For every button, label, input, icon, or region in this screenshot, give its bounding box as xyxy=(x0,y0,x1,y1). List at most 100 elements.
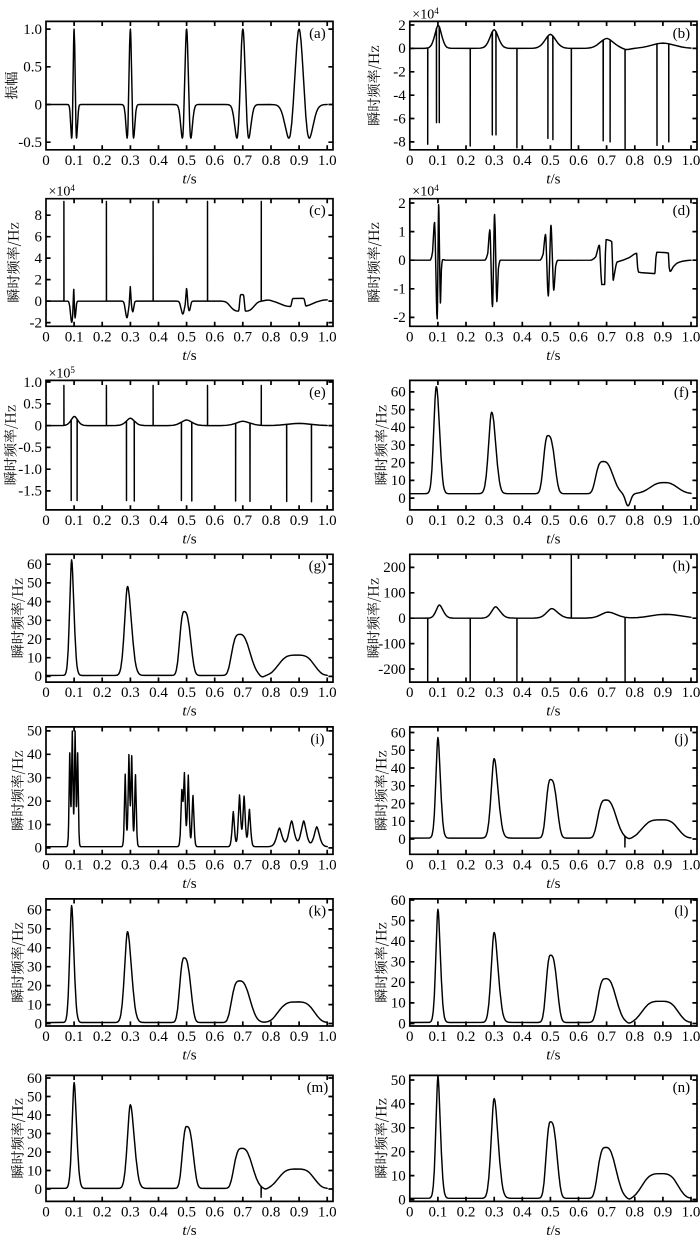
svg-text:0.9: 0.9 xyxy=(654,857,673,873)
svg-text:0.6: 0.6 xyxy=(205,857,224,873)
svg-text:0: 0 xyxy=(406,1204,414,1220)
svg-text:0: 0 xyxy=(35,1182,43,1198)
svg-text:0.7: 0.7 xyxy=(233,1204,252,1220)
svg-text:50: 50 xyxy=(391,1073,406,1089)
svg-text:0.5: 0.5 xyxy=(23,60,42,76)
svg-text:-2: -2 xyxy=(393,65,406,81)
svg-text:0.4: 0.4 xyxy=(513,1029,532,1045)
svg-text:0.9: 0.9 xyxy=(290,153,309,169)
svg-text:0: 0 xyxy=(398,41,406,57)
svg-text:30: 30 xyxy=(391,779,406,795)
svg-text:0.6: 0.6 xyxy=(569,153,588,169)
svg-text:t/s: t/s xyxy=(182,1048,196,1064)
svg-text:0.4: 0.4 xyxy=(149,513,168,529)
svg-text:0.8: 0.8 xyxy=(262,153,281,169)
svg-text:0.7: 0.7 xyxy=(233,685,252,701)
svg-text:0.8: 0.8 xyxy=(262,1029,281,1045)
svg-text:1.0: 1.0 xyxy=(682,329,700,345)
svg-text:0.5: 0.5 xyxy=(541,857,560,873)
svg-text:0: 0 xyxy=(35,1016,43,1032)
svg-text:0.5: 0.5 xyxy=(177,1204,196,1220)
svg-text:0.7: 0.7 xyxy=(597,153,616,169)
svg-text:0.1: 0.1 xyxy=(429,1204,448,1220)
svg-text:0.7: 0.7 xyxy=(597,1029,616,1045)
svg-text:0.7: 0.7 xyxy=(597,329,616,345)
svg-text:0: 0 xyxy=(406,685,414,701)
svg-text:20: 20 xyxy=(391,975,406,991)
svg-text:(h): (h) xyxy=(673,559,691,575)
svg-text:t/s: t/s xyxy=(546,531,560,547)
svg-text:0.1: 0.1 xyxy=(429,513,448,529)
svg-text:t/s: t/s xyxy=(182,704,196,720)
svg-text:0.6: 0.6 xyxy=(569,329,588,345)
svg-text:0.4: 0.4 xyxy=(513,857,532,873)
svg-text:0.8: 0.8 xyxy=(625,685,644,701)
svg-text:0: 0 xyxy=(35,294,43,310)
svg-text:10: 10 xyxy=(27,997,42,1013)
svg-text:0: 0 xyxy=(42,685,50,701)
svg-text:0.1: 0.1 xyxy=(429,857,448,873)
svg-text:10: 10 xyxy=(391,1168,406,1184)
svg-text:30: 30 xyxy=(391,955,406,971)
svg-text:0.9: 0.9 xyxy=(654,153,673,169)
svg-text:-2: -2 xyxy=(393,310,406,326)
svg-text:0.3: 0.3 xyxy=(485,857,504,873)
svg-text:×104: ×104 xyxy=(412,183,439,200)
svg-text:0.5: 0.5 xyxy=(541,153,560,169)
svg-text:40: 40 xyxy=(391,761,406,777)
svg-text:0: 0 xyxy=(35,669,43,685)
svg-text:0.3: 0.3 xyxy=(121,685,140,701)
svg-text:20: 20 xyxy=(27,632,42,648)
svg-text:10: 10 xyxy=(27,817,42,833)
svg-text:40: 40 xyxy=(27,941,42,957)
svg-text:0.9: 0.9 xyxy=(290,1029,309,1045)
svg-text:0.2: 0.2 xyxy=(93,153,112,169)
svg-text:0.7: 0.7 xyxy=(233,857,252,873)
svg-text:0: 0 xyxy=(398,832,406,848)
svg-text:0.6: 0.6 xyxy=(569,1204,588,1220)
svg-text:0.2: 0.2 xyxy=(457,685,476,701)
svg-text:1: 1 xyxy=(398,224,406,240)
svg-text:0: 0 xyxy=(398,611,406,627)
svg-text:0.2: 0.2 xyxy=(93,329,112,345)
svg-text:0.2: 0.2 xyxy=(457,153,476,169)
svg-text:2: 2 xyxy=(35,272,43,288)
svg-text:0: 0 xyxy=(406,1029,414,1045)
svg-text:0: 0 xyxy=(398,491,406,507)
svg-text:0.3: 0.3 xyxy=(121,513,140,529)
svg-text:2: 2 xyxy=(398,196,406,212)
svg-text:0.7: 0.7 xyxy=(597,857,616,873)
svg-text:0.1: 0.1 xyxy=(65,1029,84,1045)
svg-text:0: 0 xyxy=(398,253,406,269)
svg-text:-4: -4 xyxy=(393,88,406,104)
svg-text:0.8: 0.8 xyxy=(262,1204,281,1220)
svg-text:0.2: 0.2 xyxy=(93,1204,112,1220)
svg-text:t/s: t/s xyxy=(182,171,196,187)
svg-text:0: 0 xyxy=(35,418,43,434)
svg-text:0.5: 0.5 xyxy=(23,397,42,413)
svg-text:0.7: 0.7 xyxy=(597,513,616,529)
svg-text:0: 0 xyxy=(406,857,414,873)
svg-text:0.5: 0.5 xyxy=(177,153,196,169)
svg-text:t/s: t/s xyxy=(182,1223,196,1239)
svg-text:t/s: t/s xyxy=(182,531,196,547)
svg-text:t/s: t/s xyxy=(546,876,560,892)
svg-text:1.0: 1.0 xyxy=(318,153,337,169)
svg-text:0.4: 0.4 xyxy=(149,685,168,701)
svg-text:t/s: t/s xyxy=(546,1223,560,1239)
svg-text:-6: -6 xyxy=(393,111,406,127)
svg-text:0.3: 0.3 xyxy=(485,329,504,345)
svg-text:0.1: 0.1 xyxy=(429,153,448,169)
svg-text:0.4: 0.4 xyxy=(513,1204,532,1220)
svg-text:t/s: t/s xyxy=(546,704,560,720)
svg-text:30: 30 xyxy=(27,960,42,976)
svg-text:0.1: 0.1 xyxy=(429,685,448,701)
svg-text:(e): (e) xyxy=(309,385,326,401)
svg-text:0.4: 0.4 xyxy=(149,153,168,169)
svg-text:0.6: 0.6 xyxy=(205,513,224,529)
svg-text:0: 0 xyxy=(406,153,414,169)
svg-text:0: 0 xyxy=(42,329,50,345)
svg-text:-8: -8 xyxy=(393,135,406,151)
svg-text:1.0: 1.0 xyxy=(682,857,700,873)
svg-text:0.5: 0.5 xyxy=(541,1204,560,1220)
